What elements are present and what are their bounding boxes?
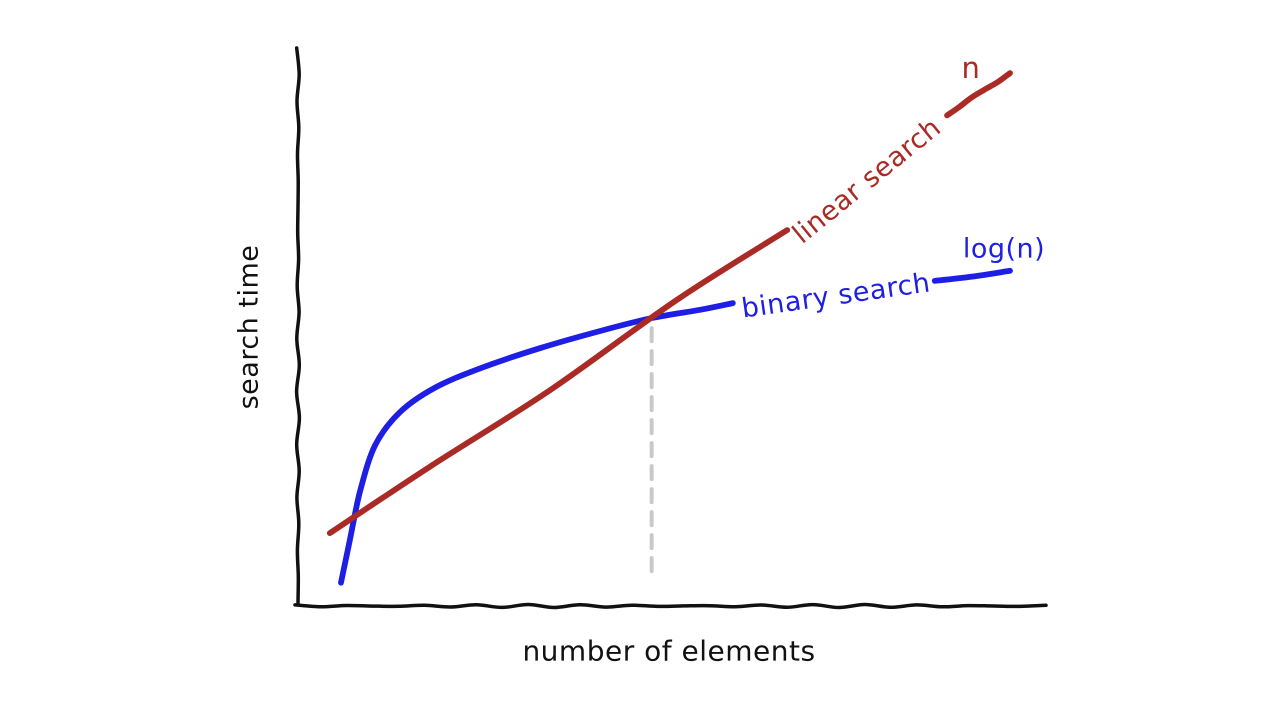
- y-axis: [294, 46, 302, 605]
- x-axis: [293, 602, 1048, 610]
- series-curve-linear-search-seg0: [326, 227, 791, 537]
- series-curve-binary-search-seg1: [931, 267, 1013, 284]
- series-curve-binary-search-seg0: [338, 300, 736, 586]
- x-axis-label: number of elements: [522, 634, 816, 668]
- y-axis-label: search time: [233, 244, 265, 410]
- series-curve-linear-search-seg1: [944, 70, 1013, 119]
- series-end-label-log-n: log(n): [962, 233, 1046, 265]
- series-end-label-n: n: [961, 51, 981, 85]
